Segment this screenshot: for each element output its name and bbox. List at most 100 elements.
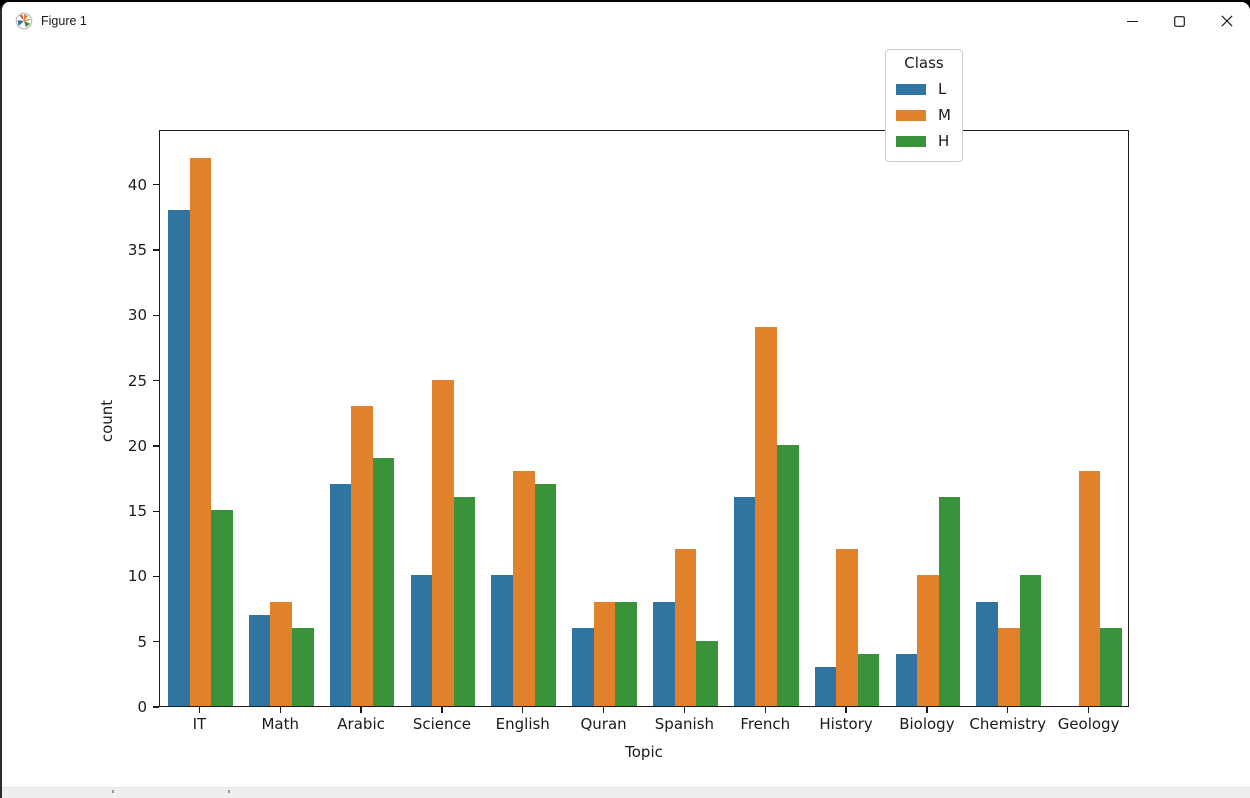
window-titlebar[interactable]: Figure 1 bbox=[2, 2, 1250, 40]
bar-Science-L bbox=[410, 575, 433, 706]
x-tick bbox=[845, 707, 847, 713]
legend-entry-M: M bbox=[886, 102, 962, 128]
y-tick-label: 10 bbox=[127, 567, 147, 586]
x-tick bbox=[926, 707, 928, 713]
x-tick-label: History bbox=[819, 715, 873, 733]
close-button[interactable] bbox=[1203, 2, 1250, 40]
y-tick-label: 40 bbox=[127, 175, 147, 194]
bar-Spanish-L bbox=[653, 601, 675, 706]
y-tick bbox=[153, 379, 159, 382]
x-tick bbox=[198, 707, 201, 713]
toolbar-button-edge bbox=[112, 790, 114, 793]
x-tick bbox=[1007, 707, 1009, 713]
legend-label: M bbox=[938, 106, 951, 124]
y-tick bbox=[153, 314, 159, 317]
bar-Biology-L bbox=[895, 653, 918, 706]
bar-Chemistry-H bbox=[1019, 575, 1042, 706]
legend-swatch bbox=[896, 83, 926, 95]
legend-swatch bbox=[896, 109, 926, 121]
x-tick bbox=[360, 707, 362, 713]
legend-entry-H: H bbox=[886, 128, 962, 154]
bar-Math-H bbox=[292, 627, 314, 706]
y-tick-label: 25 bbox=[127, 371, 147, 390]
navigation-toolbar-cropped bbox=[2, 787, 1250, 798]
bar-IT-M bbox=[189, 157, 212, 706]
bar-IT-H bbox=[211, 510, 233, 706]
x-tick-label: Spanish bbox=[654, 715, 715, 733]
y-axis-label: count bbox=[98, 399, 117, 443]
bar-Arabic-L bbox=[329, 484, 352, 706]
window-title: Figure 1 bbox=[41, 14, 87, 28]
bar-Biology-M bbox=[917, 575, 939, 706]
legend-entry-L: L bbox=[886, 76, 962, 102]
x-tick-label: Geology bbox=[1057, 715, 1120, 733]
y-tick bbox=[153, 641, 159, 643]
y-tick bbox=[153, 445, 159, 447]
x-tick bbox=[602, 707, 605, 713]
legend-label: L bbox=[938, 80, 947, 98]
x-axis-label: Topic bbox=[625, 743, 663, 761]
bar-Quran-M bbox=[593, 601, 616, 706]
y-tick bbox=[153, 510, 159, 512]
bar-Geology-M bbox=[1078, 471, 1101, 706]
bar-History-M bbox=[836, 549, 858, 706]
legend-swatch bbox=[896, 135, 926, 147]
x-tick-label: Chemistry bbox=[969, 715, 1047, 733]
bar-Arabic-M bbox=[351, 405, 373, 706]
x-tick-label: English bbox=[495, 715, 550, 733]
legend-title: Class bbox=[904, 54, 944, 72]
x-tick bbox=[279, 707, 281, 713]
x-tick bbox=[1087, 707, 1090, 713]
plot-area bbox=[159, 130, 1129, 707]
bar-Science-H bbox=[453, 497, 476, 706]
x-tick-label: Math bbox=[261, 715, 300, 733]
bar-English-M bbox=[512, 471, 535, 706]
bar-Spanish-M bbox=[674, 549, 697, 706]
y-tick-label: 5 bbox=[137, 632, 147, 651]
bar-Chemistry-L bbox=[976, 601, 998, 706]
y-tick-label: 35 bbox=[127, 241, 147, 260]
y-tick bbox=[153, 249, 159, 251]
toolbar-button-edge bbox=[228, 790, 230, 793]
x-tick bbox=[683, 707, 686, 713]
x-tick bbox=[764, 707, 766, 713]
y-tick-label: 30 bbox=[127, 306, 147, 325]
y-tick-label: 15 bbox=[127, 502, 147, 521]
maximize-button[interactable] bbox=[1156, 2, 1203, 40]
bar-Science-M bbox=[432, 379, 454, 706]
bar-French-M bbox=[755, 327, 778, 706]
bar-French-H bbox=[777, 444, 799, 706]
bar-Math-L bbox=[248, 614, 271, 706]
minimize-button[interactable] bbox=[1109, 2, 1156, 40]
window-controls bbox=[1109, 2, 1250, 40]
bar-Biology-H bbox=[938, 497, 961, 706]
y-tick bbox=[153, 706, 159, 708]
bar-French-L bbox=[733, 497, 756, 706]
bar-Quran-H bbox=[615, 601, 637, 706]
x-tick-label: Science bbox=[412, 715, 471, 733]
legend-label: H bbox=[938, 132, 950, 150]
x-tick bbox=[522, 707, 524, 713]
bar-Geology-H bbox=[1100, 627, 1122, 706]
bar-IT-L bbox=[168, 209, 190, 706]
y-tick bbox=[153, 575, 159, 578]
x-tick bbox=[441, 707, 443, 713]
x-tick-label: IT bbox=[192, 715, 207, 733]
bar-History-L bbox=[814, 666, 837, 706]
y-tick-label: 0 bbox=[137, 698, 147, 716]
bar-Spanish-H bbox=[696, 640, 718, 706]
x-tick-label: French bbox=[740, 715, 791, 733]
bar-Arabic-H bbox=[372, 457, 395, 706]
y-tick-label: 20 bbox=[127, 436, 147, 455]
y-tick bbox=[153, 184, 159, 186]
bar-English-L bbox=[491, 575, 513, 706]
bar-Quran-L bbox=[572, 627, 594, 706]
bar-Chemistry-M bbox=[997, 627, 1020, 706]
matplotlib-logo-icon bbox=[15, 12, 33, 30]
bar-History-H bbox=[857, 653, 880, 706]
